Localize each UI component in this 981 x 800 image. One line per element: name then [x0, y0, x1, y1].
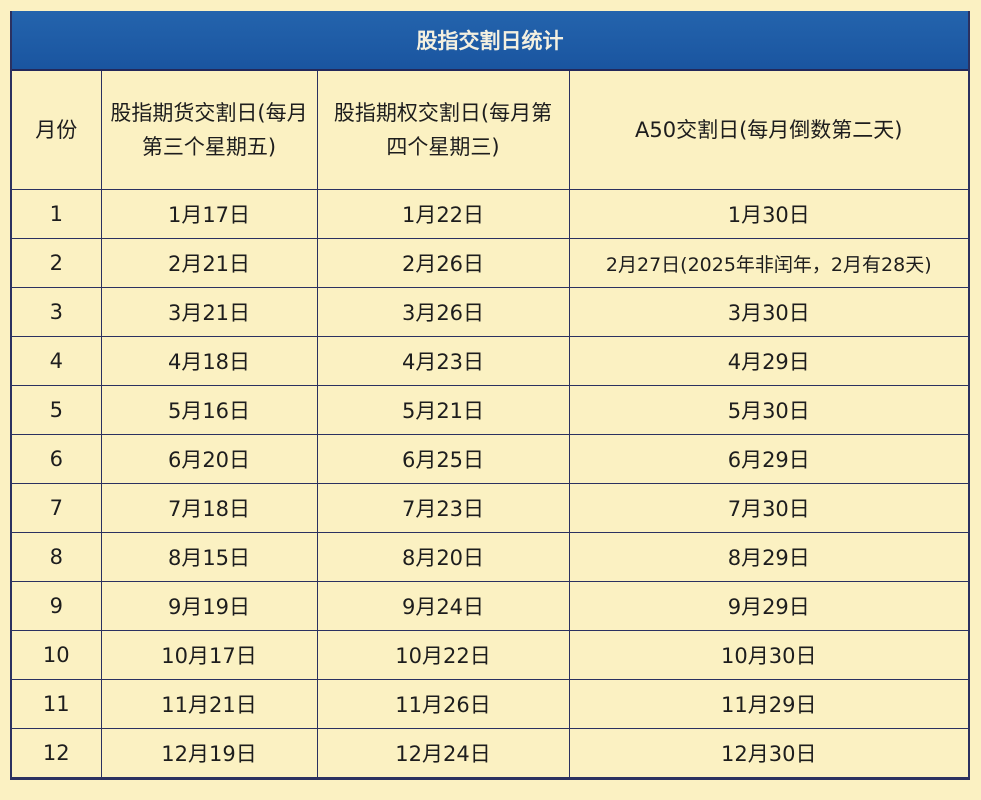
table-row: 10 10月17日 10月22日 10月30日 [12, 630, 968, 680]
options-date-cell: 10月22日 [316, 630, 570, 680]
table-row: 2 2月21日 2月26日 2月27日(2025年非闰年，2月有28天) [12, 238, 968, 288]
month-cell: 8 [12, 532, 102, 582]
futures-date-cell: 9月19日 [100, 581, 318, 631]
futures-date-cell: 6月20日 [100, 434, 318, 484]
table-row: 8 8月15日 8月20日 8月29日 [12, 532, 968, 582]
header-a50: A50交割日(每月倒数第二天) [568, 71, 968, 190]
options-date-cell: 3月26日 [316, 287, 570, 337]
month-cell: 5 [12, 385, 102, 435]
header-month: 月份 [12, 71, 102, 190]
options-date-cell: 12月24日 [316, 728, 570, 778]
futures-date-cell: 8月15日 [100, 532, 318, 582]
a50-date-cell: 8月29日 [568, 532, 968, 582]
futures-date-cell: 1月17日 [100, 189, 318, 239]
month-cell: 2 [12, 238, 102, 288]
month-cell: 3 [12, 287, 102, 337]
table-row: 1 1月17日 1月22日 1月30日 [12, 189, 968, 239]
table-row: 11 11月21日 11月26日 11月29日 [12, 679, 968, 729]
options-date-cell: 7月23日 [316, 483, 570, 533]
delivery-date-table-container: 股指交割日统计 月份 股指期货交割日(每月第三个星期五) 股指期权交割日(每月第… [10, 11, 970, 780]
delivery-date-table: 月份 股指期货交割日(每月第三个星期五) 股指期权交割日(每月第四个星期三) A… [12, 71, 968, 778]
futures-date-cell: 10月17日 [100, 630, 318, 680]
a50-date-cell: 10月30日 [568, 630, 968, 680]
table-row: 7 7月18日 7月23日 7月30日 [12, 483, 968, 533]
month-cell: 1 [12, 189, 102, 239]
month-cell: 6 [12, 434, 102, 484]
a50-date-cell: 3月30日 [568, 287, 968, 337]
header-futures: 股指期货交割日(每月第三个星期五) [100, 71, 318, 190]
futures-date-cell: 4月18日 [100, 336, 318, 386]
futures-date-cell: 12月19日 [100, 728, 318, 778]
month-cell: 9 [12, 581, 102, 631]
options-date-cell: 6月25日 [316, 434, 570, 484]
header-row: 月份 股指期货交割日(每月第三个星期五) 股指期权交割日(每月第四个星期三) A… [12, 71, 968, 190]
options-date-cell: 2月26日 [316, 238, 570, 288]
options-date-cell: 9月24日 [316, 581, 570, 631]
futures-date-cell: 2月21日 [100, 238, 318, 288]
header-options: 股指期权交割日(每月第四个星期三) [316, 71, 570, 190]
table-title: 股指交割日统计 [12, 11, 968, 71]
table-row: 9 9月19日 9月24日 9月29日 [12, 581, 968, 631]
month-cell: 10 [12, 630, 102, 680]
options-date-cell: 1月22日 [316, 189, 570, 239]
month-cell: 7 [12, 483, 102, 533]
a50-date-cell: 7月30日 [568, 483, 968, 533]
table-row: 3 3月21日 3月26日 3月30日 [12, 287, 968, 337]
a50-date-cell: 4月29日 [568, 336, 968, 386]
futures-date-cell: 3月21日 [100, 287, 318, 337]
futures-date-cell: 7月18日 [100, 483, 318, 533]
futures-date-cell: 11月21日 [100, 679, 318, 729]
a50-date-cell: 6月29日 [568, 434, 968, 484]
futures-date-cell: 5月16日 [100, 385, 318, 435]
a50-date-cell: 5月30日 [568, 385, 968, 435]
options-date-cell: 5月21日 [316, 385, 570, 435]
table-row: 12 12月19日 12月24日 12月30日 [12, 728, 968, 778]
a50-date-cell: 11月29日 [568, 679, 968, 729]
month-cell: 4 [12, 336, 102, 386]
a50-date-cell: 12月30日 [568, 728, 968, 778]
month-cell: 12 [12, 728, 102, 778]
options-date-cell: 11月26日 [316, 679, 570, 729]
month-cell: 11 [12, 679, 102, 729]
table-row: 6 6月20日 6月25日 6月29日 [12, 434, 968, 484]
a50-date-cell: 2月27日(2025年非闰年，2月有28天) [568, 238, 968, 288]
table-row: 5 5月16日 5月21日 5月30日 [12, 385, 968, 435]
a50-date-cell: 1月30日 [568, 189, 968, 239]
options-date-cell: 4月23日 [316, 336, 570, 386]
table-row: 4 4月18日 4月23日 4月29日 [12, 336, 968, 386]
options-date-cell: 8月20日 [316, 532, 570, 582]
a50-date-cell: 9月29日 [568, 581, 968, 631]
